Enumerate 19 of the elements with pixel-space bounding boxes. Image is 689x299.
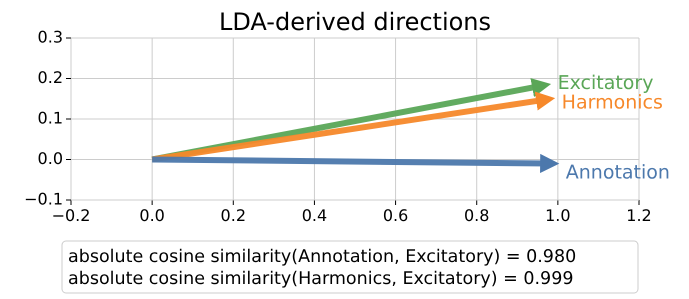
series-label: Annotation: [566, 162, 670, 184]
y-tick-label: 0.3: [38, 27, 63, 46]
y-tick-label: 0.0: [38, 148, 63, 168]
series-label: Harmonics: [562, 92, 663, 114]
series-label: Excitatory: [558, 72, 654, 94]
chart-title: LDA-derived directions: [218, 8, 492, 36]
text: absolute cosine similarity(Annotation, Excitatory) = 0.980: [68, 247, 576, 267]
x-tick-label: 1.0: [545, 206, 571, 225]
x-tick-label: 0.4: [302, 206, 328, 225]
x-tick-label: 0.8: [464, 206, 490, 225]
y-tick-label: 0.2: [38, 68, 63, 87]
y-tick-label: 0.1: [38, 108, 63, 128]
x-tick-label: 0.6: [382, 206, 408, 225]
x-tick-label: 1.2: [626, 206, 652, 225]
text: absolute cosine similarity(Harmonics, Excitatory) = 0.999: [68, 269, 574, 289]
y-tick-label: −0.1: [24, 189, 63, 208]
x-tick-label: 0.0: [139, 206, 165, 225]
x-tick-label: −0.2: [52, 206, 90, 225]
x-tick-label: 0.2: [220, 206, 246, 225]
